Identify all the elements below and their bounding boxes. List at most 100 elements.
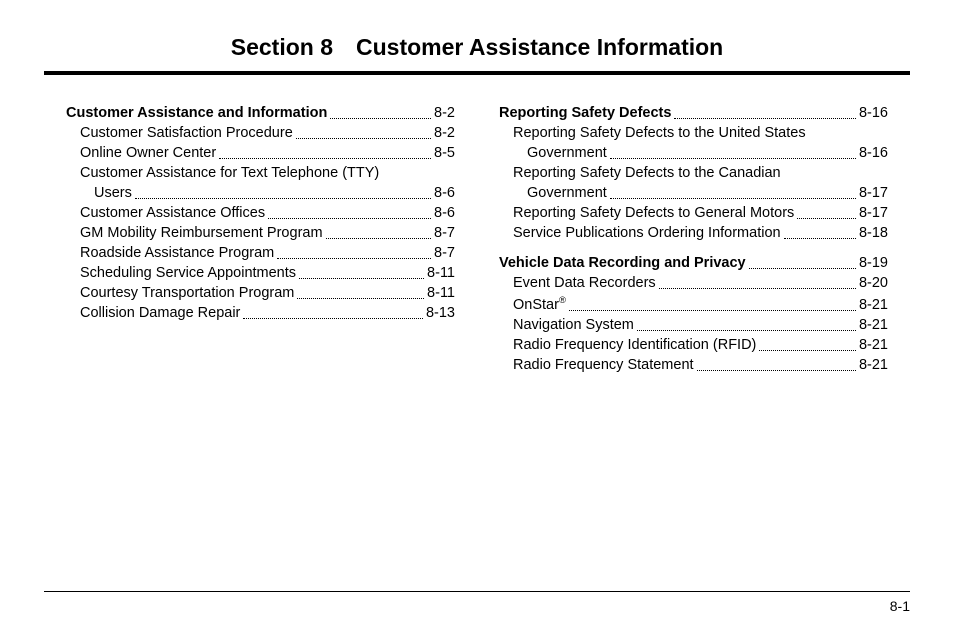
toc-entry-label: Radio Frequency Statement: [513, 355, 694, 375]
toc-entry-page: 8-6: [434, 203, 455, 223]
toc-entry-label-cont: Users: [66, 183, 132, 203]
toc-entry: Customer Satisfaction Procedure 8-2: [66, 123, 455, 143]
toc-entry-continuation: Users 8-6: [66, 183, 455, 203]
toc-entry-continuation: Government 8-17: [499, 183, 888, 203]
toc-entry-page: 8-16: [859, 143, 888, 163]
toc-entry-page: 8-11: [427, 283, 455, 303]
toc-entry-label: Roadside Assistance Program: [80, 243, 274, 263]
toc-entry-label: Radio Frequency Identification (RFID): [513, 335, 756, 355]
toc-entry-page: 8-5: [434, 143, 455, 163]
dot-leader: [296, 138, 431, 139]
toc-entry: Navigation System 8-21: [499, 315, 888, 335]
toc-entry-label: Vehicle Data Recording and Privacy: [499, 253, 746, 273]
toc-entry-page: 8-19: [859, 253, 888, 273]
section-title: Section 8 Customer Assistance Informatio…: [44, 34, 910, 61]
toc-entry: OnStar® 8-21: [499, 293, 888, 315]
dot-leader: [674, 118, 856, 119]
dot-leader: [569, 310, 856, 311]
toc-entry-page: 8-11: [427, 263, 455, 283]
toc-entry-label: Scheduling Service Appointments: [80, 263, 296, 283]
toc-entry-page: 8-17: [859, 183, 888, 203]
toc-section-head: Reporting Safety Defects8-16: [499, 103, 888, 123]
toc-entry: Scheduling Service Appointments 8-11: [66, 263, 455, 283]
toc-entry: Customer Assistance for Text Telephone (…: [66, 163, 455, 183]
toc-entry-label: Reporting Safety Defects to General Moto…: [513, 203, 794, 223]
dot-leader: [749, 268, 856, 269]
toc-entry-label: Collision Damage Repair: [80, 303, 240, 323]
toc-section-head: Customer Assistance and Information 8-2: [66, 103, 455, 123]
toc-entry-continuation: Government 8-16: [499, 143, 888, 163]
dot-leader: [243, 318, 423, 319]
toc-entry-page: 8-13: [426, 303, 455, 323]
toc-entry-label: Reporting Safety Defects to the Canadian: [513, 163, 781, 183]
toc-entry-label: Reporting Safety Defects: [499, 103, 671, 123]
toc-section-head: Vehicle Data Recording and Privacy 8-19: [499, 253, 888, 273]
toc-entry-label-cont: Government: [499, 183, 607, 203]
toc-entry-page: 8-21: [859, 335, 888, 355]
dot-leader: [697, 370, 856, 371]
dot-leader: [299, 278, 424, 279]
toc-entry-label: Customer Assistance Offices: [80, 203, 265, 223]
page-footer: 8-1: [44, 591, 910, 614]
toc-entry: Online Owner Center 8-5: [66, 143, 455, 163]
toc-entry: Collision Damage Repair 8-13: [66, 303, 455, 323]
toc-entry-label: Customer Assistance and Information: [66, 103, 327, 123]
toc-entry-page: 8-17: [859, 203, 888, 223]
toc-entry-page: 8-21: [859, 295, 888, 315]
toc-entry-label: Customer Assistance for Text Telephone (…: [80, 163, 379, 183]
dot-leader: [637, 330, 856, 331]
toc-section: Vehicle Data Recording and Privacy8-19Ev…: [499, 253, 888, 375]
toc-entry-page: 8-7: [434, 223, 455, 243]
toc-entry-page: 8-2: [434, 103, 455, 123]
toc-left-column: Customer Assistance and Information8-2Cu…: [66, 103, 455, 385]
dot-leader: [219, 158, 431, 159]
toc-entry-label: OnStar®: [513, 293, 566, 315]
toc-entry: Radio Frequency Statement 8-21: [499, 355, 888, 375]
toc-entry: Service Publications Ordering Informatio…: [499, 223, 888, 243]
toc-entry: Reporting Safety Defects to the Canadian: [499, 163, 888, 183]
toc-entry-page: 8-2: [434, 123, 455, 143]
toc-entry-page: 8-18: [859, 223, 888, 243]
toc-entry-page: 8-21: [859, 355, 888, 375]
toc-entry-label: Reporting Safety Defects to the United S…: [513, 123, 806, 143]
toc-section: Reporting Safety Defects8-16Reporting Sa…: [499, 103, 888, 243]
toc-entry-page: 8-7: [434, 243, 455, 263]
toc-entry-label: Service Publications Ordering Informatio…: [513, 223, 781, 243]
dot-leader: [784, 238, 856, 239]
toc-entry: Reporting Safety Defects to General Moto…: [499, 203, 888, 223]
dot-leader: [659, 288, 856, 289]
toc-entry-page: 8-21: [859, 315, 888, 335]
toc-entry-label: Event Data Recorders: [513, 273, 656, 293]
toc-entry-label: Online Owner Center: [80, 143, 216, 163]
toc-entry-page: 8-6: [434, 183, 455, 203]
dot-leader: [277, 258, 431, 259]
toc-columns: Customer Assistance and Information8-2Cu…: [44, 103, 910, 385]
dot-leader: [268, 218, 431, 219]
dot-leader: [135, 198, 431, 199]
dot-leader: [610, 158, 856, 159]
toc-entry: Event Data Recorders 8-20: [499, 273, 888, 293]
dot-leader: [326, 238, 431, 239]
divider-top: [44, 71, 910, 75]
toc-entry: GM Mobility Reimbursement Program 8-7: [66, 223, 455, 243]
toc-entry-label: GM Mobility Reimbursement Program: [80, 223, 323, 243]
dot-leader: [759, 350, 856, 351]
toc-entry: Roadside Assistance Program 8-7: [66, 243, 455, 263]
toc-entry: Customer Assistance Offices 8-6: [66, 203, 455, 223]
toc-right-column: Reporting Safety Defects8-16Reporting Sa…: [499, 103, 888, 385]
toc-section: Customer Assistance and Information8-2Cu…: [66, 103, 455, 323]
toc-entry-label: Customer Satisfaction Procedure: [80, 123, 293, 143]
toc-entry-page: 8-20: [859, 273, 888, 293]
dot-leader: [297, 298, 424, 299]
toc-entry: Reporting Safety Defects to the United S…: [499, 123, 888, 143]
toc-entry-label: Courtesy Transportation Program: [80, 283, 294, 303]
toc-entry-label: Navigation System: [513, 315, 634, 335]
toc-entry: Courtesy Transportation Program 8-11: [66, 283, 455, 303]
dot-leader: [610, 198, 856, 199]
divider-bottom: [44, 591, 910, 592]
dot-leader: [797, 218, 856, 219]
page-number: 8-1: [44, 598, 910, 614]
toc-entry-label-cont: Government: [499, 143, 607, 163]
registered-mark: ®: [559, 294, 566, 305]
dot-leader: [330, 118, 431, 119]
